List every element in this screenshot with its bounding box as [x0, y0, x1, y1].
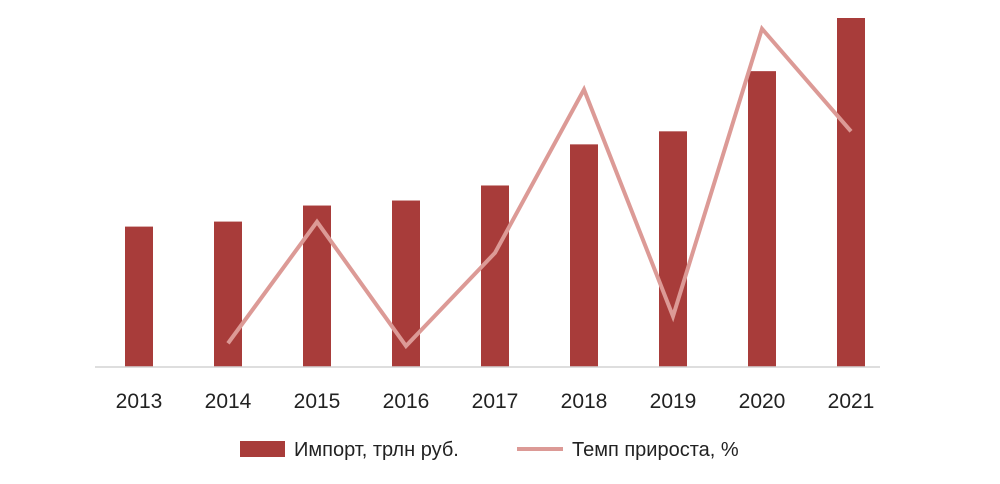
legend-swatch-bar	[240, 441, 285, 457]
bar-2021	[837, 18, 865, 367]
x-tick-label-2018: 2018	[561, 390, 608, 413]
x-tick-label-2019: 2019	[650, 390, 697, 413]
legend: Импорт, трлн руб. Темп прироста, %	[240, 439, 739, 461]
bar-2013	[125, 226, 153, 367]
x-tick-label-2017: 2017	[472, 390, 519, 413]
x-axis-ticks: 2013 2014 2015 2016 2017 2018 2019 2020 2021	[116, 390, 875, 413]
bar-2020	[748, 71, 776, 368]
x-tick-label-2015: 2015	[294, 390, 341, 413]
legend-label-line: Темп прироста, %	[572, 439, 739, 461]
bar-2015	[303, 205, 331, 367]
growth-rate-line	[226, 24, 853, 350]
bar-series	[125, 18, 865, 368]
bar-2014	[214, 221, 242, 367]
line-series	[226, 24, 853, 350]
x-tick-label-2016: 2016	[383, 390, 430, 413]
x-tick-label-2020: 2020	[739, 390, 786, 413]
legend-label-bar: Импорт, трлн руб.	[294, 439, 459, 461]
x-tick-label-2013: 2013	[116, 390, 163, 413]
x-tick-label-2014: 2014	[205, 390, 252, 413]
bar-2019	[659, 131, 687, 367]
bar-2016	[392, 200, 420, 367]
x-tick-label-2021: 2021	[828, 390, 875, 413]
bar-2018	[570, 144, 598, 367]
bar-2017	[481, 185, 509, 367]
